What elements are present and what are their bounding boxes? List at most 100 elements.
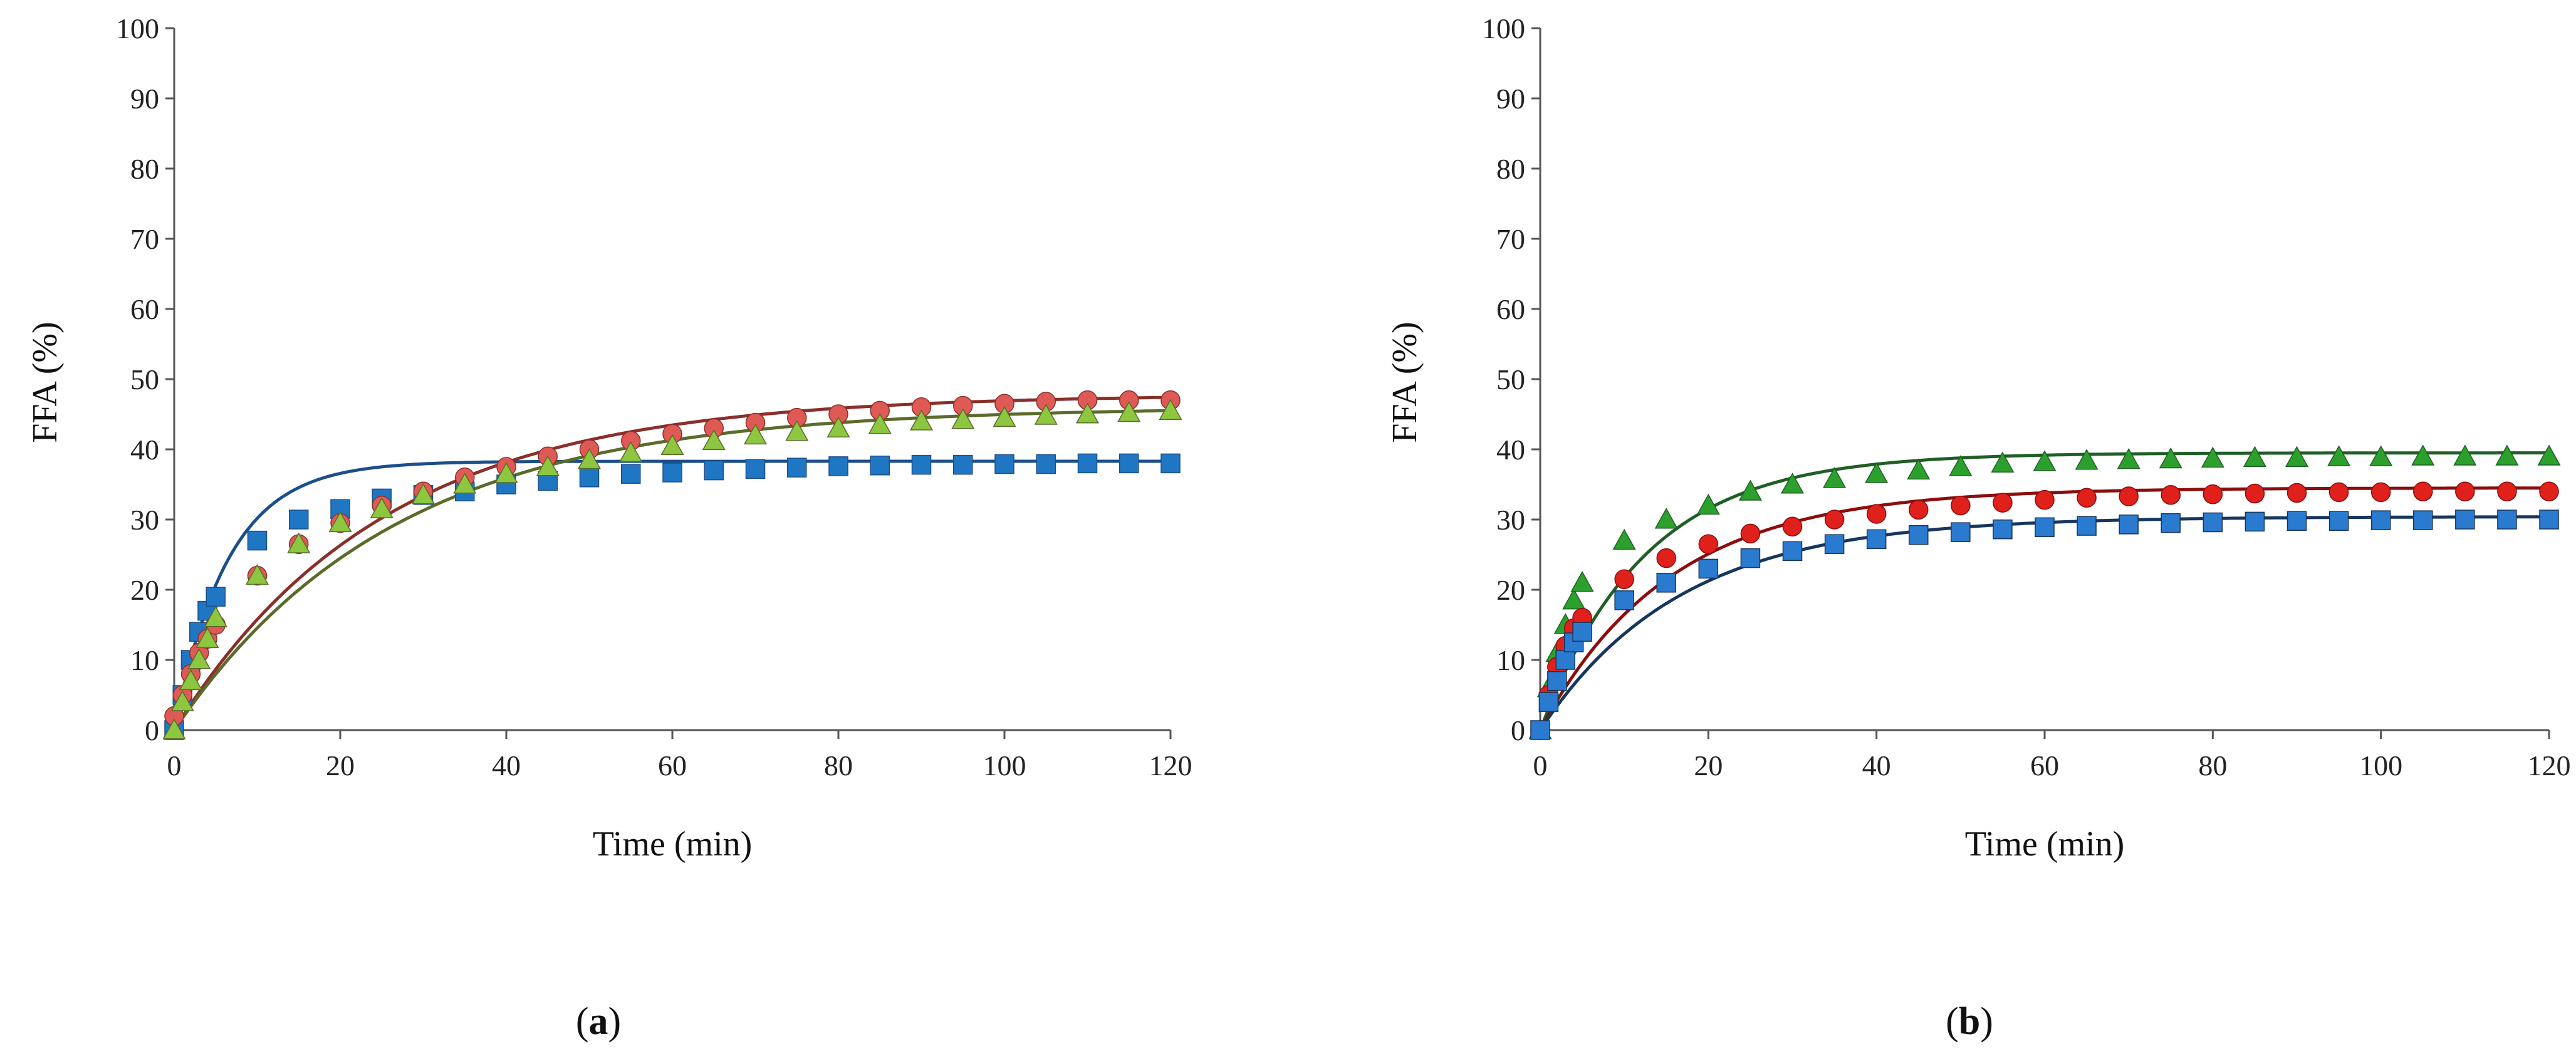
- data-point-triangle-b: [2327, 445, 2351, 466]
- x-tick-label-b: 0: [1533, 750, 1548, 782]
- data-point-square-b: [2287, 511, 2307, 531]
- data-point-triangle-b: [2159, 447, 2182, 469]
- chart-panel-a: FFA (%) Time (min) 0 10 20 30 40 50 60 70 80 90 10…: [26, 13, 1192, 864]
- data-point-circle-b: [1614, 569, 1634, 589]
- data-point-triangle-a: [577, 448, 602, 469]
- data-point-triangle-a: [287, 532, 311, 553]
- data-point-triangle-a: [619, 441, 643, 463]
- panel-label-b: (b): [1946, 1000, 1993, 1043]
- panel-label-a-open: (: [576, 1000, 589, 1043]
- y-tick-label-a: 70: [130, 223, 159, 255]
- y-tick-label-a: 100: [116, 13, 159, 44]
- data-point-square-b: [2497, 510, 2517, 530]
- data-point-circle-b: [1993, 493, 2013, 513]
- data-point-square-b: [2328, 511, 2349, 531]
- data-point-square-b: [2203, 512, 2223, 533]
- data-point-square-a: [994, 454, 1014, 474]
- data-point-triangle-b: [2285, 446, 2309, 467]
- data-point-triangle-b: [1949, 455, 1973, 476]
- data-point-square-b: [1614, 590, 1634, 610]
- y-tick-label-b: 20: [1496, 574, 1525, 606]
- data-point-triangle-a: [494, 462, 518, 483]
- x-tick-label-b: 40: [1862, 750, 1891, 782]
- data-point-square-a: [745, 459, 766, 479]
- data-point-circle-b: [1782, 516, 1803, 536]
- data-point-square-a: [953, 454, 973, 475]
- data-point-square-a: [787, 457, 807, 478]
- data-point-triangle-b: [2201, 446, 2224, 468]
- data-point-triangle-a: [245, 563, 269, 585]
- data-point-triangle-a: [170, 690, 194, 711]
- panel-label-b-letter: b: [1959, 1000, 1980, 1043]
- data-point-triangle-a: [204, 606, 227, 627]
- data-point-circle-b: [1656, 548, 1676, 568]
- data-point-triangle-b: [1823, 467, 1847, 488]
- data-point-triangle-a: [187, 648, 211, 669]
- data-point-square-b: [1782, 541, 1803, 562]
- y-tick-label-a: 40: [130, 434, 159, 466]
- data-point-square-b: [2119, 515, 2139, 535]
- x-axis-title-b: Time (min): [1965, 825, 2125, 864]
- data-point-triangle-b: [1991, 451, 2015, 473]
- x-tick-label-b: 120: [2528, 750, 2571, 782]
- data-point-circle-b: [2035, 489, 2055, 510]
- data-point-square-a: [870, 456, 890, 476]
- data-point-triangle-a: [162, 718, 186, 740]
- data-point-circle-b: [2455, 481, 2475, 501]
- data-point-square-a: [1077, 453, 1098, 474]
- data-point-square-b: [2035, 517, 2055, 538]
- data-point-square-b: [1909, 525, 1929, 545]
- data-point-square-a: [662, 463, 682, 483]
- panel-label-b-close: ): [1980, 1000, 1993, 1043]
- data-point-triangle-a: [1159, 399, 1182, 420]
- data-point-triangle-a: [328, 511, 352, 533]
- y-axis-title-b: FFA (%): [1385, 322, 1424, 442]
- data-point-circle-b: [2497, 481, 2517, 501]
- fit-curve-square-a: [172, 459, 1171, 731]
- data-point-triangle-b: [2369, 445, 2393, 466]
- y-tick-label-a: 60: [130, 293, 159, 325]
- data-point-square-a: [911, 454, 932, 475]
- x-tick-label-b: 100: [2359, 750, 2402, 782]
- data-point-triangle-b: [1907, 458, 1931, 480]
- data-point-square-b: [1740, 548, 1761, 568]
- y-tick-label-a: 20: [130, 574, 159, 606]
- x-tick-label-a: 0: [167, 750, 182, 782]
- y-tick-label-b: 0: [1511, 714, 1525, 746]
- data-point-square-a: [704, 460, 724, 481]
- x-tick-label-b: 20: [1694, 750, 1723, 782]
- data-point-triangle-a: [411, 483, 435, 504]
- data-point-triangle-b: [1612, 528, 1636, 550]
- data-point-triangle-a: [951, 408, 975, 429]
- data-point-triangle-b: [1738, 479, 1762, 501]
- x-tick-label-a: 20: [326, 750, 355, 782]
- data-point-triangle-b: [1865, 462, 1889, 483]
- data-point-triangle-a: [196, 627, 219, 648]
- data-point-square-a: [1036, 454, 1056, 474]
- y-tick-label-a: 80: [130, 153, 159, 185]
- data-point-triangle-a: [909, 409, 934, 431]
- x-tick-label-a: 80: [824, 750, 853, 782]
- data-point-triangle-b: [2117, 448, 2141, 469]
- y-tick-label-a: 90: [130, 83, 159, 115]
- data-point-circle-b: [1740, 523, 1761, 544]
- y-tick-label-b: 30: [1496, 504, 1525, 536]
- data-point-square-b: [2539, 510, 2559, 530]
- data-point-triangle-b: [2453, 444, 2477, 466]
- data-point-triangle-a: [702, 429, 726, 451]
- data-point-triangle-a: [993, 405, 1016, 427]
- y-tick-label-a: 0: [145, 714, 159, 746]
- data-point-triangle-a: [868, 413, 892, 434]
- x-tick-label-a: 120: [1149, 750, 1192, 782]
- data-point-square-a: [1160, 453, 1181, 474]
- data-point-square-b: [1824, 534, 1845, 554]
- y-tick-label-a: 10: [130, 644, 159, 676]
- y-tick-label-b: 40: [1496, 434, 1525, 466]
- y-tick-label-b: 90: [1496, 83, 1525, 115]
- data-point-square-a: [206, 587, 226, 607]
- data-point-circle-b: [2203, 484, 2223, 504]
- y-tick-label-b: 60: [1496, 293, 1525, 325]
- data-point-circle-b: [2245, 483, 2265, 504]
- data-point-triangle-b: [1562, 588, 1586, 610]
- data-point-square-b: [2413, 510, 2433, 530]
